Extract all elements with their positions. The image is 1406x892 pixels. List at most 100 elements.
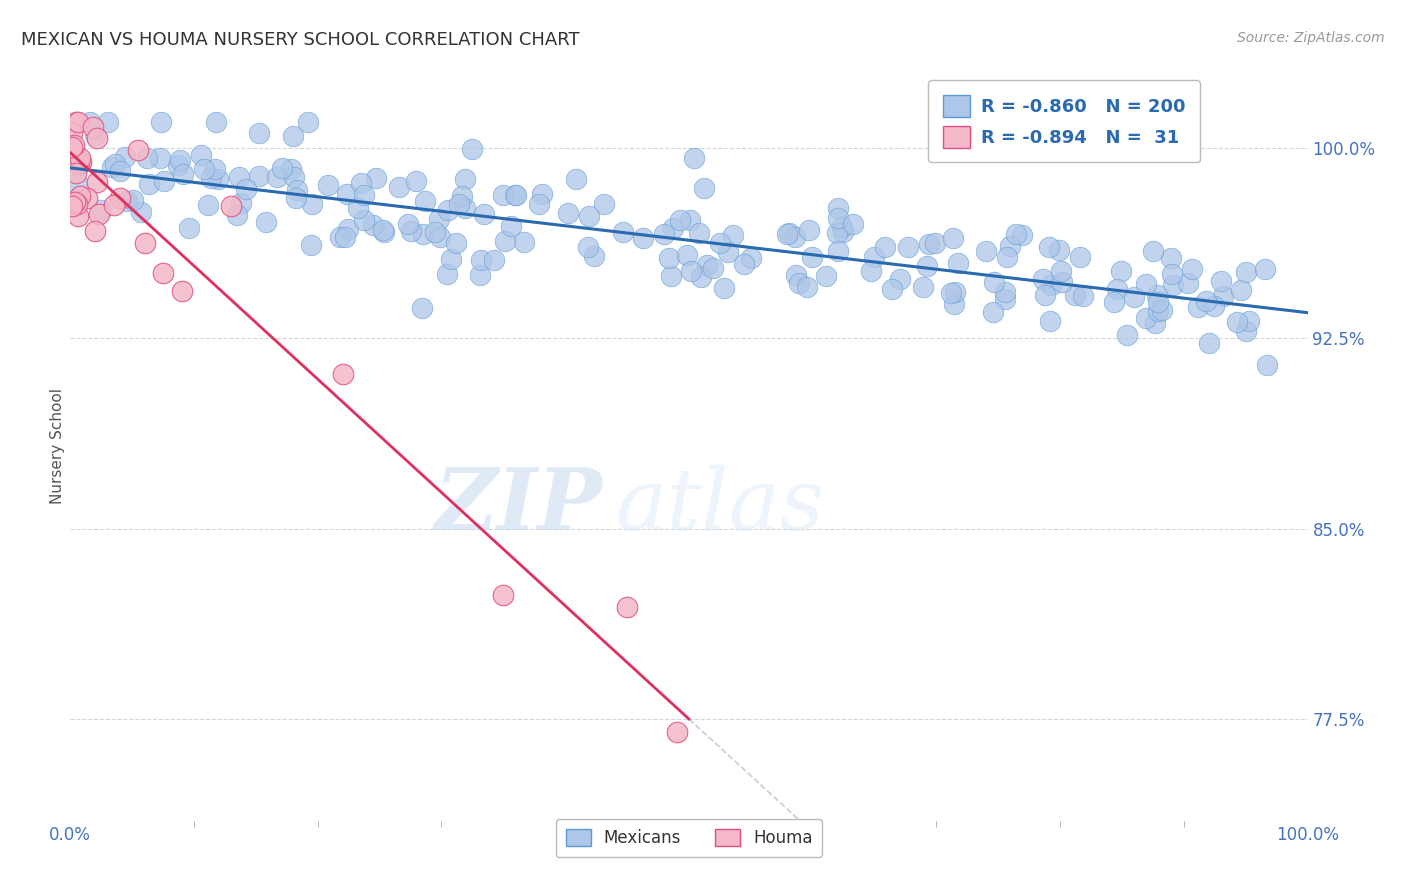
Point (266, 170, 288, 185)
Point (832, 225, 855, 239)
Point (576, 240, 599, 254)
Point (494, 234, 516, 248)
Point (1198, 336, 1220, 351)
Point (336, 187, 359, 202)
Text: ZIP: ZIP (434, 464, 602, 548)
Point (283, 169, 305, 184)
Point (299, 238, 322, 252)
Point (911, 279, 934, 293)
Legend: Mexicans, Houma: Mexicans, Houma (555, 819, 823, 857)
Point (917, 259, 939, 273)
Point (1064, 288, 1087, 302)
Point (336, 221, 359, 235)
Point (254, 215, 277, 229)
Point (67, 158, 90, 172)
Point (662, 220, 685, 235)
Point (427, 211, 450, 226)
Point (1177, 276, 1199, 290)
Point (1069, 250, 1091, 264)
Point (193, 162, 215, 177)
Point (84, 128, 107, 143)
Point (1116, 328, 1139, 343)
Point (733, 257, 755, 271)
Point (1195, 294, 1218, 309)
Point (1202, 299, 1225, 313)
Point (87, 207, 110, 221)
Point (831, 219, 853, 234)
Point (136, 151, 159, 165)
Point (301, 197, 323, 211)
Point (347, 201, 370, 215)
Point (880, 282, 903, 296)
Point (204, 162, 226, 177)
Point (702, 261, 724, 276)
Point (454, 172, 477, 186)
Point (1144, 317, 1167, 331)
Point (332, 368, 354, 382)
Point (897, 240, 920, 254)
Point (918, 237, 941, 252)
Point (557, 205, 579, 219)
Point (801, 250, 824, 264)
Point (1032, 272, 1054, 286)
Point (652, 227, 675, 241)
Point (200, 170, 222, 185)
Point (1050, 264, 1073, 278)
Point (1237, 314, 1260, 328)
Point (411, 301, 433, 315)
Point (66, 176, 89, 190)
Point (65, 194, 87, 209)
Point (976, 244, 998, 259)
Point (97, 115, 120, 129)
Point (669, 213, 692, 227)
Point (285, 191, 308, 205)
Point (505, 187, 527, 202)
Point (681, 264, 703, 278)
Point (676, 248, 699, 262)
Point (983, 275, 1005, 289)
Point (204, 115, 226, 129)
Point (1105, 282, 1128, 296)
Point (249, 169, 271, 183)
Point (503, 187, 526, 202)
Point (815, 269, 838, 284)
Point (693, 181, 716, 195)
Point (778, 226, 800, 240)
Point (444, 235, 467, 250)
Point (231, 195, 253, 210)
Point (66, 210, 89, 224)
Point (1147, 303, 1170, 318)
Point (1187, 301, 1209, 315)
Point (785, 268, 807, 282)
Point (353, 187, 375, 202)
Point (862, 250, 884, 264)
Point (190, 148, 212, 162)
Point (228, 170, 250, 185)
Point (281, 129, 304, 144)
Point (169, 153, 191, 167)
Point (943, 297, 966, 311)
Point (631, 231, 654, 245)
Point (396, 218, 419, 232)
Point (942, 230, 965, 244)
Point (280, 161, 302, 176)
Point (350, 176, 373, 190)
Point (235, 182, 257, 196)
Point (65, 115, 87, 129)
Point (364, 170, 387, 185)
Point (709, 236, 731, 251)
Point (62, 138, 84, 153)
Point (785, 230, 807, 244)
Point (1011, 227, 1033, 242)
Point (740, 251, 762, 265)
Point (69, 151, 91, 165)
Point (316, 178, 339, 193)
Point (1146, 287, 1168, 301)
Point (1135, 310, 1157, 325)
Point (678, 213, 700, 227)
Point (659, 269, 682, 284)
Point (565, 171, 588, 186)
Point (924, 235, 946, 250)
Point (152, 266, 174, 280)
Point (86, 175, 108, 189)
